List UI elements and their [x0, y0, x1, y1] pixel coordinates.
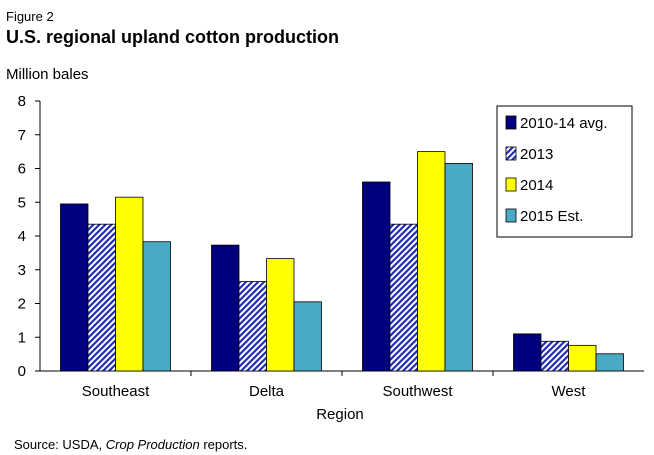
legend-frame	[496, 105, 633, 238]
x-axis-label: Region	[316, 406, 364, 423]
y-tick-label: 0	[18, 363, 26, 380]
bar-southeast-2	[115, 196, 144, 372]
figure-label: Figure 2	[6, 9, 54, 24]
bar-delta-3	[293, 301, 322, 372]
legend-swatch	[505, 146, 517, 161]
y-tick-label: 4	[18, 228, 26, 245]
bar-southwest-2	[417, 151, 446, 372]
bar-southeast-0	[60, 203, 89, 372]
bar-southwest-0	[362, 181, 391, 372]
y-tick-label: 8	[18, 93, 26, 110]
chart-title: U.S. regional upland cotton production	[6, 27, 339, 47]
source-suffix: reports.	[199, 437, 248, 452]
bar-west-2	[568, 344, 597, 372]
y-axis-label: Million bales	[6, 66, 89, 83]
y-tick-label: 7	[18, 127, 26, 144]
source-note: Source: USDA, Crop Production reports.	[14, 437, 247, 452]
source-prefix: Source: USDA,	[14, 437, 106, 452]
y-tick-label: 5	[18, 194, 26, 211]
y-tick-label: 3	[18, 262, 26, 279]
bars	[60, 151, 624, 372]
x-category-label: Southeast	[82, 383, 150, 400]
bar-delta-2	[266, 258, 295, 372]
legend-label: 2014	[520, 177, 553, 194]
bar-west-3	[595, 353, 624, 372]
bar-delta-1	[238, 281, 267, 372]
legend-swatch	[505, 115, 517, 130]
legend: 2010-14 avg. 2013 2014 2015 Est.	[496, 105, 633, 238]
x-category-label: West	[552, 383, 587, 400]
x-category-label: Delta	[249, 383, 285, 400]
x-category-labels: Southeast Delta Southwest West	[82, 383, 587, 400]
y-tick-label: 6	[18, 161, 26, 178]
bar-west-1	[540, 340, 569, 372]
bar-west-0	[513, 333, 542, 372]
legend-label: 2015 Est.	[520, 208, 583, 225]
y-tick-label: 2	[18, 296, 26, 313]
bar-southwest-1	[389, 223, 418, 372]
y-tick-label: 1	[18, 329, 26, 346]
bar-delta-0	[211, 244, 240, 372]
legend-label: 2013	[520, 146, 553, 163]
source-italic: Crop Production	[105, 437, 200, 452]
legend-swatch	[505, 177, 517, 192]
bar-southeast-3	[142, 241, 171, 372]
legend-swatch	[505, 208, 517, 223]
legend-label: 2010-14 avg.	[520, 115, 608, 132]
x-category-label: Southwest	[382, 383, 453, 400]
bar-southeast-1	[87, 223, 116, 372]
bar-southwest-3	[444, 163, 473, 372]
